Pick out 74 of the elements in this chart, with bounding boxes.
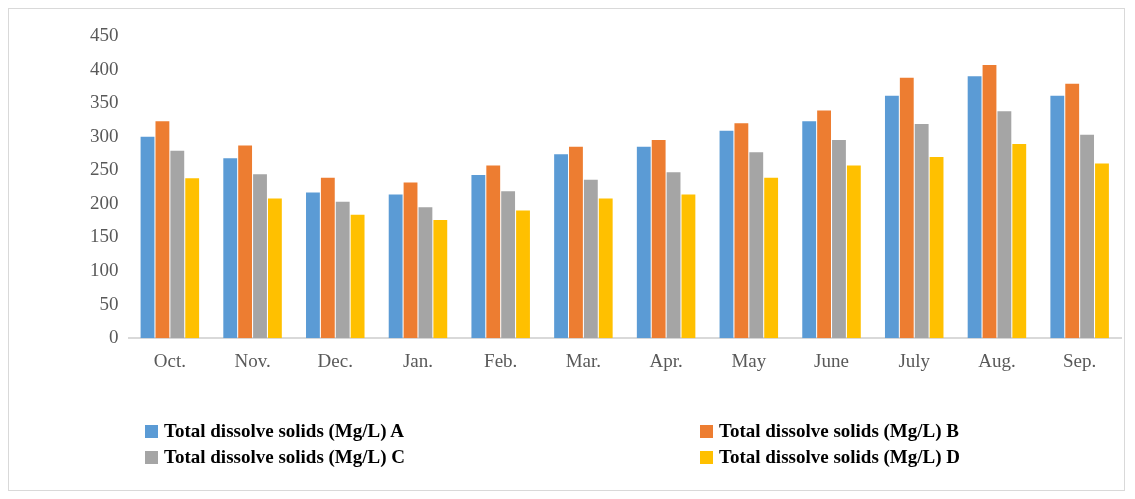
bar [817,110,831,339]
bar [884,95,899,339]
x-tick-label: Dec. [317,349,353,371]
bar [681,194,696,339]
bar [486,165,501,339]
bar [1050,95,1065,339]
x-tick-label: Aug. [978,349,1016,371]
bar [583,179,598,339]
bar [802,121,817,339]
bar [267,198,282,339]
bar [914,123,929,339]
bar [929,156,944,339]
bar [350,214,365,339]
bar [170,150,185,339]
bar [501,191,516,339]
bar [899,77,914,339]
bar [140,136,155,339]
legend-label: Total dissolve solids (Mg/L) B [719,420,960,442]
bar [1065,83,1080,339]
bar [569,146,583,339]
y-tick-label: 350 [90,91,119,113]
legend-label: Total dissolve solids (Mg/L) A [164,420,405,442]
x-tick-label: Feb. [484,349,518,371]
bar [734,123,749,339]
bar [185,178,200,339]
legend-label: Total dissolve solids (Mg/L) D [719,446,961,468]
bar [846,165,861,339]
x-tick-label: June [814,349,849,371]
bar [636,146,651,339]
x-tick-label: Mar. [565,349,602,371]
bar [433,220,448,339]
bar [1012,144,1027,339]
bar [982,64,997,339]
y-tick-label: 50 [99,292,119,314]
bar [719,130,734,339]
bar [335,201,350,339]
bar [306,192,320,339]
bar [598,198,613,339]
legend-label: Total dissolve solids (Mg/L) C [164,446,406,468]
y-tick-label: 200 [90,191,119,213]
y-tick-label: 150 [90,225,119,247]
bar [320,177,335,339]
y-tick-label: 450 [90,23,119,45]
bar [388,194,403,339]
bar [666,172,681,339]
bar [1095,163,1109,339]
y-tick-label: 100 [90,259,119,281]
bar [516,210,530,339]
bar [554,154,568,339]
bar [253,174,267,339]
y-tick-label: 0 [109,326,119,348]
bar [651,140,666,339]
x-tick-label: Oct. [153,349,186,371]
x-tick-label: Jan. [402,349,434,371]
bar [749,152,764,339]
bar [403,182,418,339]
x-tick-label: Sep. [1063,349,1097,371]
bar [1080,134,1095,339]
x-tick-label: May [731,349,767,371]
y-tick-label: 300 [90,124,119,146]
bar [967,76,982,339]
bar [997,111,1012,339]
bar [418,207,433,339]
bar [238,145,253,339]
x-tick-label: July [898,349,931,371]
bar [155,121,170,339]
x-tick-label: Nov. [234,349,271,371]
bar [764,177,779,339]
bar [832,140,846,339]
y-tick-label: 400 [90,57,119,79]
bar [223,158,238,339]
y-tick-label: 250 [90,158,119,180]
x-tick-label: Apr. [649,349,683,371]
bar [471,175,486,339]
